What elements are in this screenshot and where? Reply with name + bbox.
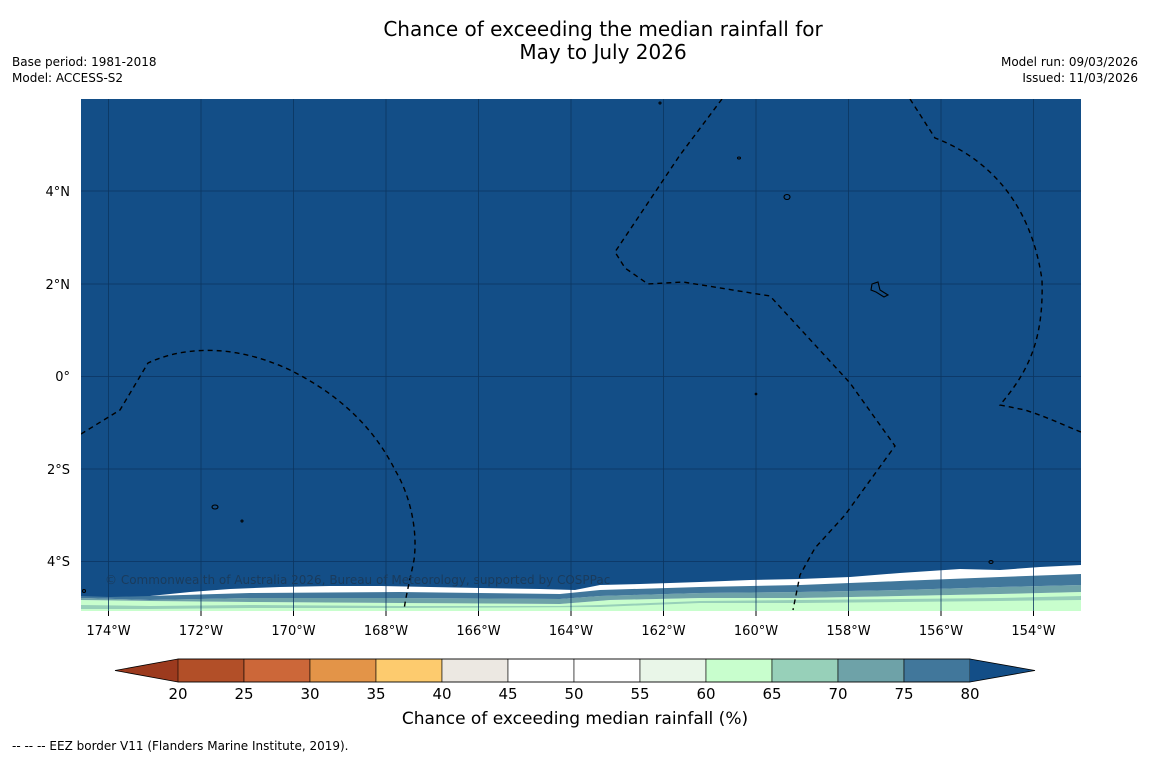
eez-borders xyxy=(81,99,1081,611)
colorbar-tick-label: 80 xyxy=(960,685,979,703)
lon-tick-label: 166°W xyxy=(456,624,500,639)
island-2 xyxy=(736,156,742,160)
eez-border-west xyxy=(81,349,416,611)
run-info: Model run: 09/03/2026 Issued: 11/03/2026 xyxy=(1001,54,1138,86)
tick-marks xyxy=(108,611,1034,616)
title-line-2: May to July 2026 xyxy=(519,40,687,64)
colorbar-segment xyxy=(903,658,971,683)
lat-tick-label: 2°N xyxy=(46,278,71,293)
longitude-labels: 174°W 172°W 170°W 168°W 166°W 164°W 162°… xyxy=(86,624,1055,639)
lon-tick-label: 156°W xyxy=(919,624,963,639)
colorbar-tick-label: 55 xyxy=(630,685,649,703)
lon-tick-label: 170°W xyxy=(271,624,315,639)
colorbar-segment xyxy=(441,658,509,683)
colorbar-tick-label: 45 xyxy=(498,685,517,703)
colorbar xyxy=(114,658,1036,683)
lat-tick-label: 0° xyxy=(55,370,70,385)
model-info: Base period: 1981-2018 Model: ACCESS-S2 xyxy=(12,54,157,86)
colorbar-segment xyxy=(705,658,773,683)
colorbar-title: Chance of exceeding median rainfall (%) xyxy=(401,709,749,729)
lon-tick-label: 154°W xyxy=(1011,624,1055,639)
colorbar-tick-label: 50 xyxy=(564,685,583,703)
colorbar-tick-label: 65 xyxy=(762,685,781,703)
lon-tick-label: 168°W xyxy=(364,624,408,639)
band-teal-light xyxy=(81,596,1081,609)
lon-tick-label: 172°W xyxy=(179,624,223,639)
island-6 xyxy=(240,519,244,523)
island-9 xyxy=(81,588,87,594)
island-4 xyxy=(870,281,890,298)
ocean-fill-80 xyxy=(81,99,1081,597)
colorbar-tick-label: 30 xyxy=(300,685,319,703)
lon-tick-label: 164°W xyxy=(549,624,593,639)
colorbar-segment xyxy=(837,658,905,683)
title-line-1: Chance of exceeding the median rainfall … xyxy=(383,17,823,41)
lon-tick-label: 160°W xyxy=(734,624,778,639)
colorbar-segment xyxy=(243,658,311,683)
lat-tick-label: 2°S xyxy=(47,463,70,478)
colorbar-tick-label: 70 xyxy=(828,685,847,703)
colorbar-extend-high xyxy=(970,659,1035,682)
colorbar-segment xyxy=(309,658,377,683)
lat-tick-label: 4°S xyxy=(47,555,70,570)
colorbar-tick-label: 20 xyxy=(168,685,187,703)
colorbar-tick-label: 35 xyxy=(366,685,385,703)
island-8 xyxy=(754,392,758,396)
colorbar-segment xyxy=(177,658,245,683)
island-5 xyxy=(211,504,219,510)
islands xyxy=(81,101,994,594)
colorbar-segment xyxy=(639,658,707,683)
lon-tick-label: 174°W xyxy=(86,624,130,639)
colorbar-outline xyxy=(114,658,1036,683)
colorbar-tick-label: 60 xyxy=(696,685,715,703)
colorbar-tick-label: 40 xyxy=(432,685,451,703)
colorbar-segment xyxy=(771,658,839,683)
island-3 xyxy=(658,101,662,105)
colorbar-tick-labels: 20 25 30 35 40 45 50 55 60 65 70 75 80 xyxy=(168,685,979,703)
model-run: Model run: 09/03/2026 xyxy=(1000,55,1138,69)
map-area: © Commonwealth of Australia 2026, Bureau… xyxy=(81,99,1081,611)
issued-date: Issued: 11/03/2026 xyxy=(1022,71,1138,85)
latitude-labels: 4°N 2°N 0° 2°S 4°S xyxy=(46,185,71,570)
colorbar-tick-label: 25 xyxy=(234,685,253,703)
base-period: Base period: 1981-2018 xyxy=(12,55,157,69)
model-name: Model: ACCESS-S2 xyxy=(12,71,124,85)
band-teal xyxy=(81,585,1081,604)
lon-tick-label: 158°W xyxy=(826,624,870,639)
colorbar-extend-low xyxy=(115,659,178,682)
eez-legend-note: -- -- -- EEZ border V11 (Flanders Marine… xyxy=(12,739,349,753)
graticule xyxy=(81,99,1081,611)
colorbar-segment xyxy=(375,658,443,683)
colorbar-segment xyxy=(573,658,641,683)
island-1 xyxy=(783,193,791,201)
colorbar-tick-label: 75 xyxy=(894,685,913,703)
map-title: Chance of exceeding the median rainfall … xyxy=(0,18,1150,64)
lon-tick-label: 162°W xyxy=(641,624,685,639)
colorbar-segment xyxy=(507,658,575,683)
island-7 xyxy=(988,559,994,565)
lat-tick-label: 4°N xyxy=(46,185,71,200)
copyright-notice: © Commonwealth of Australia 2026, Bureau… xyxy=(105,573,610,587)
eez-border-east xyxy=(909,99,1081,433)
band-blue-mid xyxy=(81,574,1081,600)
